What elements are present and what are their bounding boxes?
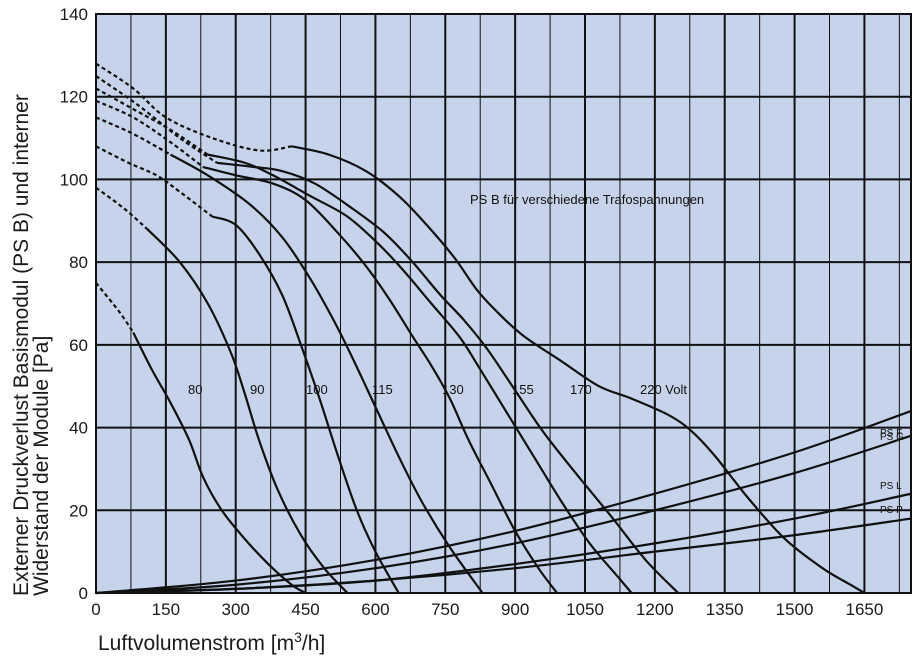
curve-ps-f [95, 409, 912, 595]
label-ps-p: PS P [880, 505, 903, 516]
plot-area [96, 14, 911, 593]
curve-labels: 80 90 100 115 130 155 170 220 Volt PS FPS G PS L P… [188, 382, 904, 516]
x-tick-label: 0 [91, 600, 100, 619]
label-155: 155 [512, 382, 534, 397]
curve-155 [207, 153, 633, 594]
x-tick-label: 150 [152, 600, 180, 619]
label-ps-l: PS L [880, 481, 902, 492]
x-tick-label: 900 [501, 600, 529, 619]
curves [95, 62, 912, 595]
curve-ps-p [95, 517, 912, 595]
x-tick-label: 600 [361, 600, 389, 619]
y-tick-label: 60 [69, 336, 88, 355]
x-tick-label: 450 [291, 600, 319, 619]
curve-115-dashed [95, 116, 172, 156]
label-90: 90 [250, 382, 264, 397]
curve-170-dashed [95, 75, 218, 164]
y-tick-label: 100 [60, 170, 88, 189]
x-tick-label: 1650 [846, 600, 884, 619]
y-axis-title-line1: Externer Druckverlust Basismodul (PS B) … [10, 94, 33, 596]
y-tick-label: 20 [69, 501, 88, 520]
curve-170 [216, 161, 679, 594]
label-ps-g: PS G [880, 432, 904, 443]
label-80: 80 [188, 382, 202, 397]
y-tick-label: 140 [60, 5, 88, 24]
x-axis-title: Luftvolumenstrom [m3/h] [98, 629, 325, 655]
x-tick-label: 1500 [776, 600, 814, 619]
label-100: 100 [306, 382, 328, 397]
label-130: 130 [442, 382, 464, 397]
label-ps-f: PS F [880, 428, 902, 439]
curve-220-volt-dashed [95, 62, 292, 152]
curve-90-dashed [95, 186, 148, 230]
chart-annotation: PS B für verschiedene Trafospannungen [470, 192, 704, 207]
y-tick-label: 40 [69, 419, 88, 438]
y-tick-label: 0 [79, 584, 88, 603]
x-tick-label: 1050 [566, 600, 604, 619]
y-axis-title-line2: Widerstand der Module [Pa] [30, 336, 53, 596]
label-220-volt: 220 Volt [640, 382, 687, 397]
curve-130 [202, 165, 558, 594]
curve-130-dashed [95, 99, 204, 168]
curve-80-dashed [95, 282, 135, 334]
y-tick-label: 120 [60, 88, 88, 107]
x-tick-label: 750 [431, 600, 459, 619]
curve-100-dashed [95, 145, 214, 218]
label-170: 170 [570, 382, 592, 397]
curve-100 [212, 215, 400, 594]
grid [96, 14, 911, 593]
tick-labels: 0 150 300 450 600 750 900 1050 1200 1350 1500 1650 0… [60, 5, 884, 619]
x-tick-label: 300 [222, 600, 250, 619]
curve-155-dashed [95, 87, 209, 156]
plot-frame [95, 13, 912, 594]
y-tick-label: 80 [69, 253, 88, 272]
curve-ps-g [95, 434, 912, 595]
label-115: 115 [372, 382, 393, 397]
x-tick-label: 1350 [706, 600, 744, 619]
x-tick-label: 1200 [636, 600, 674, 619]
curve-90 [146, 228, 349, 594]
curve-115 [169, 153, 484, 594]
